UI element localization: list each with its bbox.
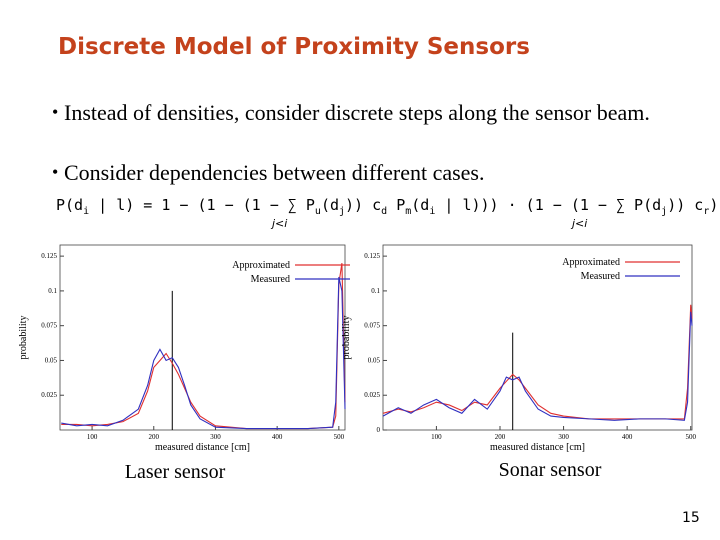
- y-axis-label: probability: [341, 316, 352, 360]
- formula-subscript: i: [429, 206, 436, 217]
- sum-index: j<i: [272, 217, 288, 230]
- x-tick-label: 300: [558, 433, 569, 441]
- legend-label: Measured: [581, 271, 620, 282]
- formula-subscript: j: [661, 206, 668, 217]
- formula-subscript: u: [314, 206, 321, 217]
- bullet: • Instead of densities, consider discrete…: [52, 100, 672, 125]
- legend-label: Approximated: [232, 260, 290, 271]
- y-tick-label: 0.025: [41, 391, 57, 399]
- y-tick-label: 0: [377, 426, 381, 434]
- series-line: [382, 304, 693, 420]
- formula-subscript: d: [381, 206, 388, 217]
- plot-frame: [382, 244, 693, 431]
- formula-part: P(d: [56, 196, 84, 214]
- x-tick-label: 300: [210, 433, 221, 441]
- formula-subscript: i: [83, 206, 90, 217]
- y-tick-label: 0.125: [41, 252, 57, 260]
- bullet-text: Consider dependencies between different …: [64, 160, 485, 185]
- chart-caption: Sonar sensor: [499, 459, 602, 481]
- series-line: [61, 276, 346, 430]
- y-tick-label: 0.025: [364, 391, 380, 399]
- y-tick-label: 0.1: [371, 287, 380, 295]
- formula-part: | l))) · (1 − (1 − ∑ P(d: [435, 196, 662, 214]
- x-axis-label: measured distance [cm]: [490, 442, 585, 453]
- series-line: [61, 263, 346, 430]
- formula-part: )) c: [667, 196, 704, 214]
- plot-frame: [59, 244, 346, 431]
- x-tick-label: 400: [272, 433, 283, 441]
- y-tick-label: 0.125: [364, 252, 380, 260]
- formula-part: )) c: [345, 196, 382, 214]
- formula-part: | l) = 1 − (1 − (1 − ∑ P: [89, 196, 315, 214]
- x-tick-label: 200: [149, 433, 160, 441]
- series-line: [382, 311, 693, 421]
- y-tick-label: 0.075: [41, 322, 57, 330]
- legend-label: Measured: [251, 274, 290, 285]
- formula: P(di | l) = 1 − (1 − (1 − ∑ Pu(dj)) cd P…: [56, 196, 718, 217]
- formula-subscript: j: [339, 206, 346, 217]
- x-axis-label: measured distance [cm]: [155, 442, 250, 453]
- y-axis-label: probability: [18, 316, 29, 360]
- x-tick-label: 100: [431, 433, 442, 441]
- x-tick-label: 500: [334, 433, 345, 441]
- formula-part: P: [387, 196, 406, 214]
- formula-part: (d: [320, 196, 339, 214]
- formula-part: ): [709, 196, 719, 214]
- y-tick-label: 0.05: [45, 356, 58, 364]
- x-tick-label: 500: [685, 433, 696, 441]
- bullet-text: Instead of densities, consider discrete …: [64, 100, 650, 125]
- formula-subscript: r: [703, 206, 710, 217]
- x-tick-label: 400: [622, 433, 633, 441]
- x-tick-label: 200: [495, 433, 506, 441]
- y-tick-label: 0.075: [364, 322, 380, 330]
- chart-caption: Laser sensor: [125, 461, 226, 483]
- x-tick-label: 100: [87, 433, 98, 441]
- slide-title: Discrete Model of Proximity Sensors: [58, 34, 530, 60]
- bullet: • Consider dependencies between different…: [52, 160, 672, 185]
- y-tick-label: 0.1: [48, 287, 57, 295]
- sum-index: j<i: [572, 217, 588, 230]
- page-number: 15: [682, 510, 700, 526]
- y-tick-label: 0.05: [368, 356, 381, 364]
- formula-part: (d: [411, 196, 430, 214]
- legend-label: Approximated: [562, 257, 620, 268]
- formula-subscript: m: [405, 206, 412, 217]
